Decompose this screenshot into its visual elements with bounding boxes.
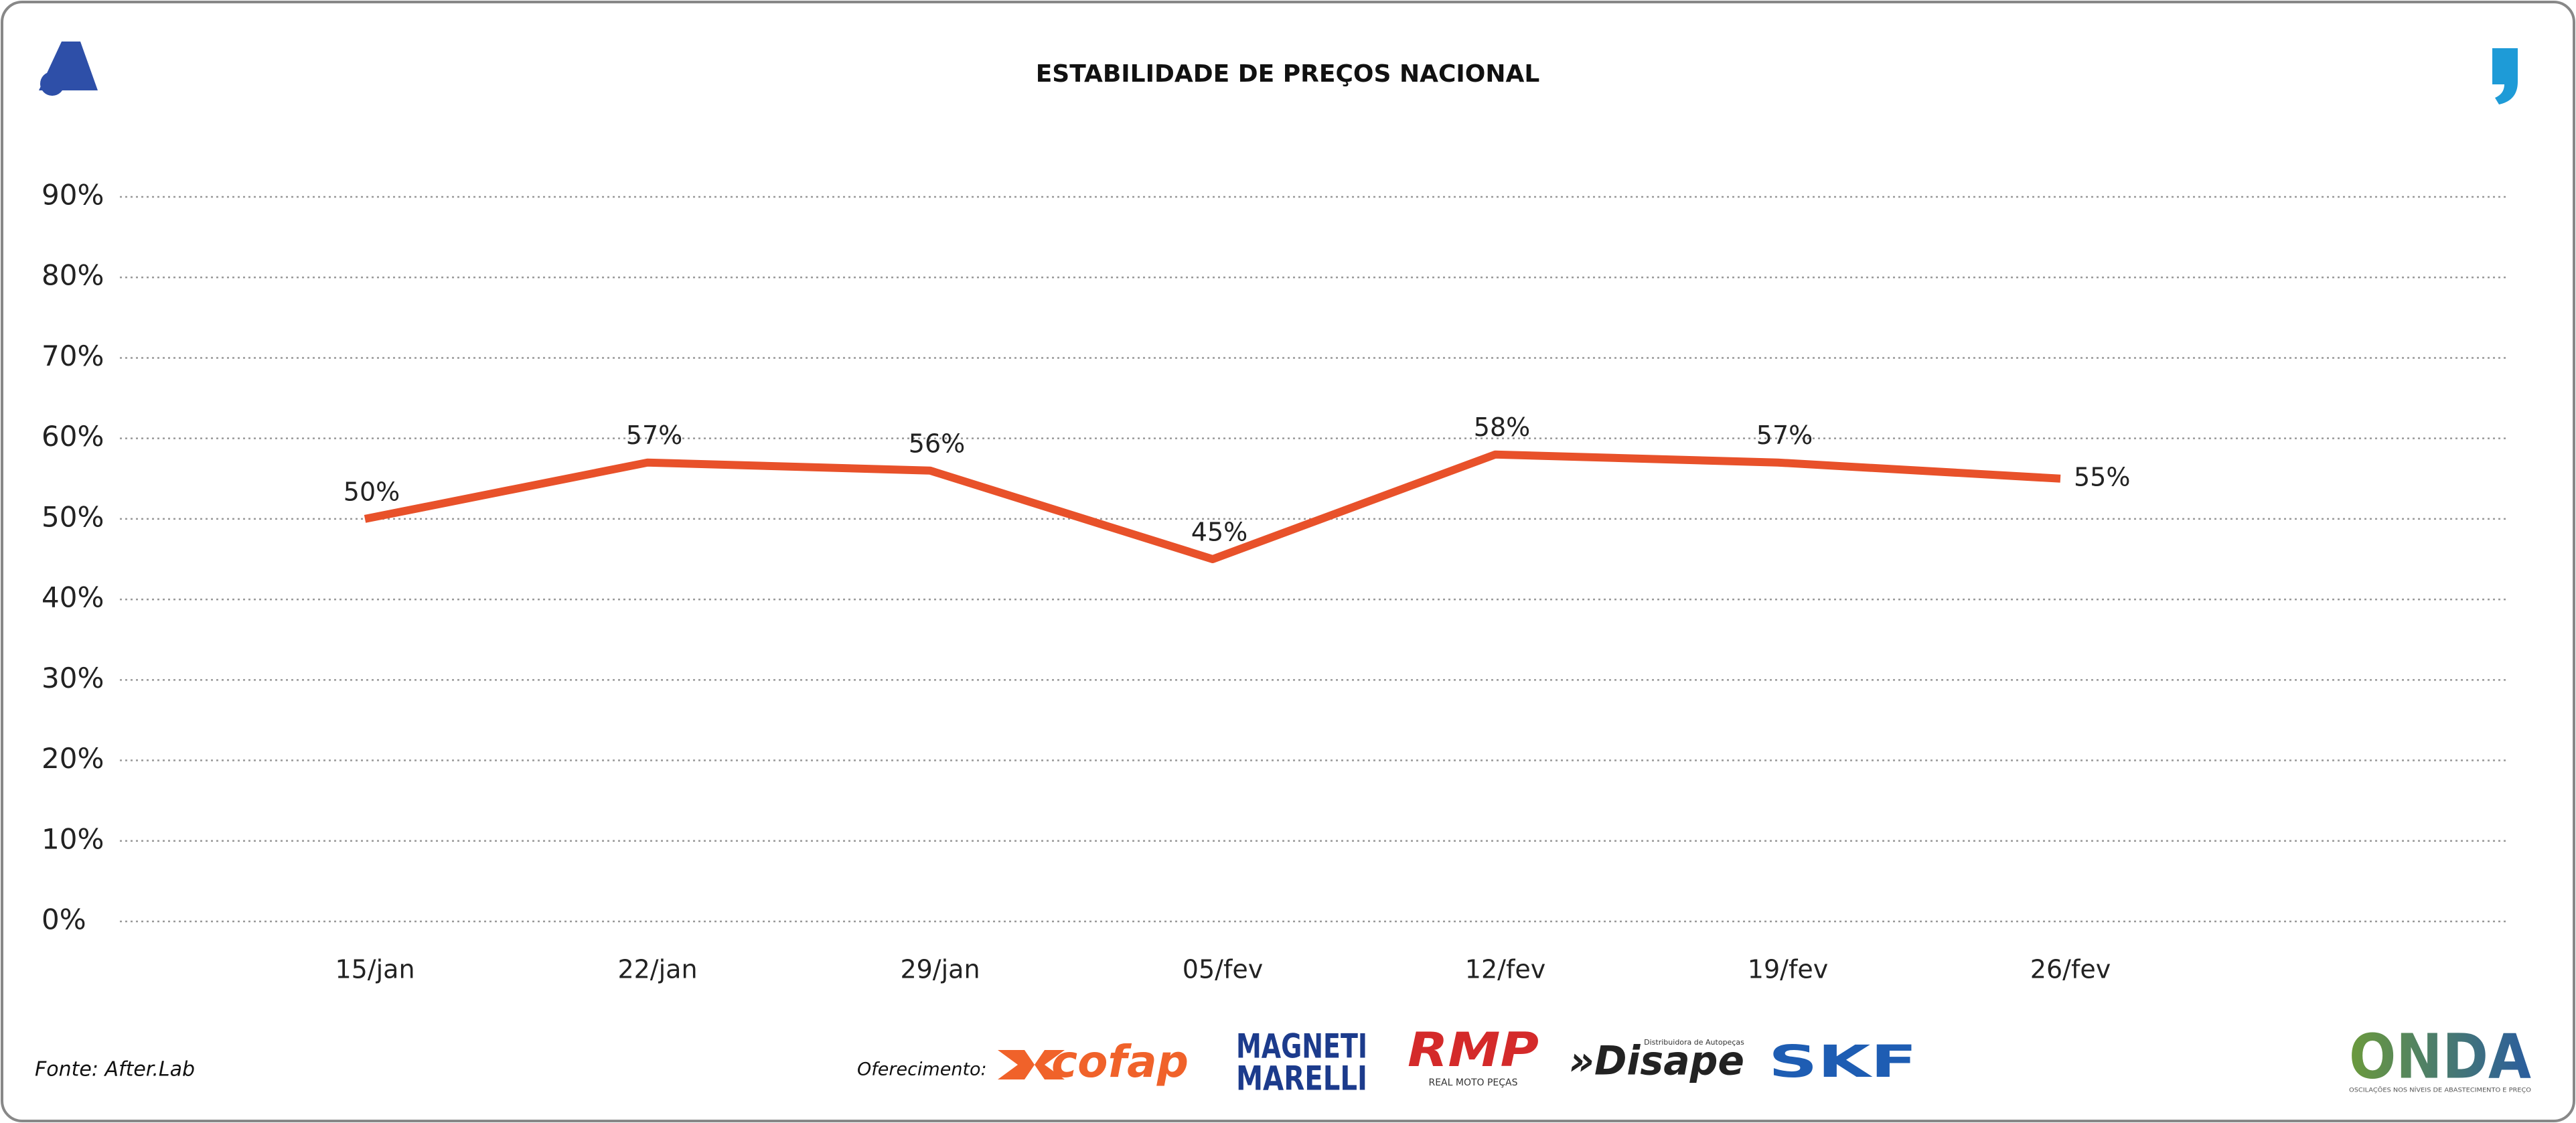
x-tick-label: 19/fev xyxy=(1748,955,1828,984)
chart-title: ESTABILIDADE DE PREÇOS NACIONAL xyxy=(1036,60,1540,88)
sponsor-logo: SKF xyxy=(1768,1036,1917,1088)
sponsor-logo: »Disape xyxy=(1569,1038,1744,1085)
line xyxy=(364,450,2061,563)
sponsor-logo-sub: REAL MOTO PEÇAS xyxy=(1428,1077,1517,1088)
y-tick-label: 30% xyxy=(42,662,104,694)
x-tick-label: 15/jan xyxy=(335,955,414,984)
x-tick-label: 05/fev xyxy=(1183,955,1263,984)
y-tick-label: 90% xyxy=(42,179,104,212)
x-tick-label: 26/fev xyxy=(2030,955,2111,984)
data-label: 57% xyxy=(1756,421,1813,450)
brand-mark xyxy=(39,42,98,96)
data-label: 58% xyxy=(1474,413,1530,442)
y-tick-label: 50% xyxy=(42,500,104,533)
data-label: 50% xyxy=(344,477,400,506)
sponsor-logo: cofap xyxy=(1051,1036,1189,1088)
data-label: 55% xyxy=(2074,462,2130,492)
y-tick-label: 40% xyxy=(42,581,104,614)
source: Fonte: After.Lab xyxy=(35,1058,195,1081)
x-tick-label: 22/jan xyxy=(617,955,697,984)
data-label: 57% xyxy=(626,421,682,450)
sponsor-label: Oferecimento: xyxy=(857,1059,987,1080)
x-tick-label: 29/jan xyxy=(900,955,980,984)
sponsor-logo-sub: OSCILAÇÕES NOS NÍVEIS DE ABASTECIMENTO E… xyxy=(2349,1086,2531,1094)
sponsor-logo: ONDA xyxy=(2349,1021,2531,1092)
y-tick-label: 80% xyxy=(42,259,104,292)
quote-mark xyxy=(2492,48,2518,104)
y-tick-label: 0% xyxy=(42,903,86,936)
data-label: 45% xyxy=(1191,518,1247,547)
y-tick-label: 10% xyxy=(42,822,104,855)
x-tick-label: 12/fev xyxy=(1465,955,1545,984)
sponsor-logo: MARELLI xyxy=(1236,1059,1367,1098)
sponsor-icon xyxy=(998,1050,1065,1079)
sponsor-logo-sub: Distribuidora de Autopeças xyxy=(1644,1038,1744,1047)
y-tick-label: 70% xyxy=(42,340,104,372)
sponsor-logo: MAGNETI xyxy=(1236,1027,1367,1066)
y-tick-label: 20% xyxy=(42,742,104,775)
sponsor-logo: RMP xyxy=(1408,1023,1539,1077)
data-label: 56% xyxy=(909,429,965,458)
y-tick-label: 60% xyxy=(42,420,104,453)
